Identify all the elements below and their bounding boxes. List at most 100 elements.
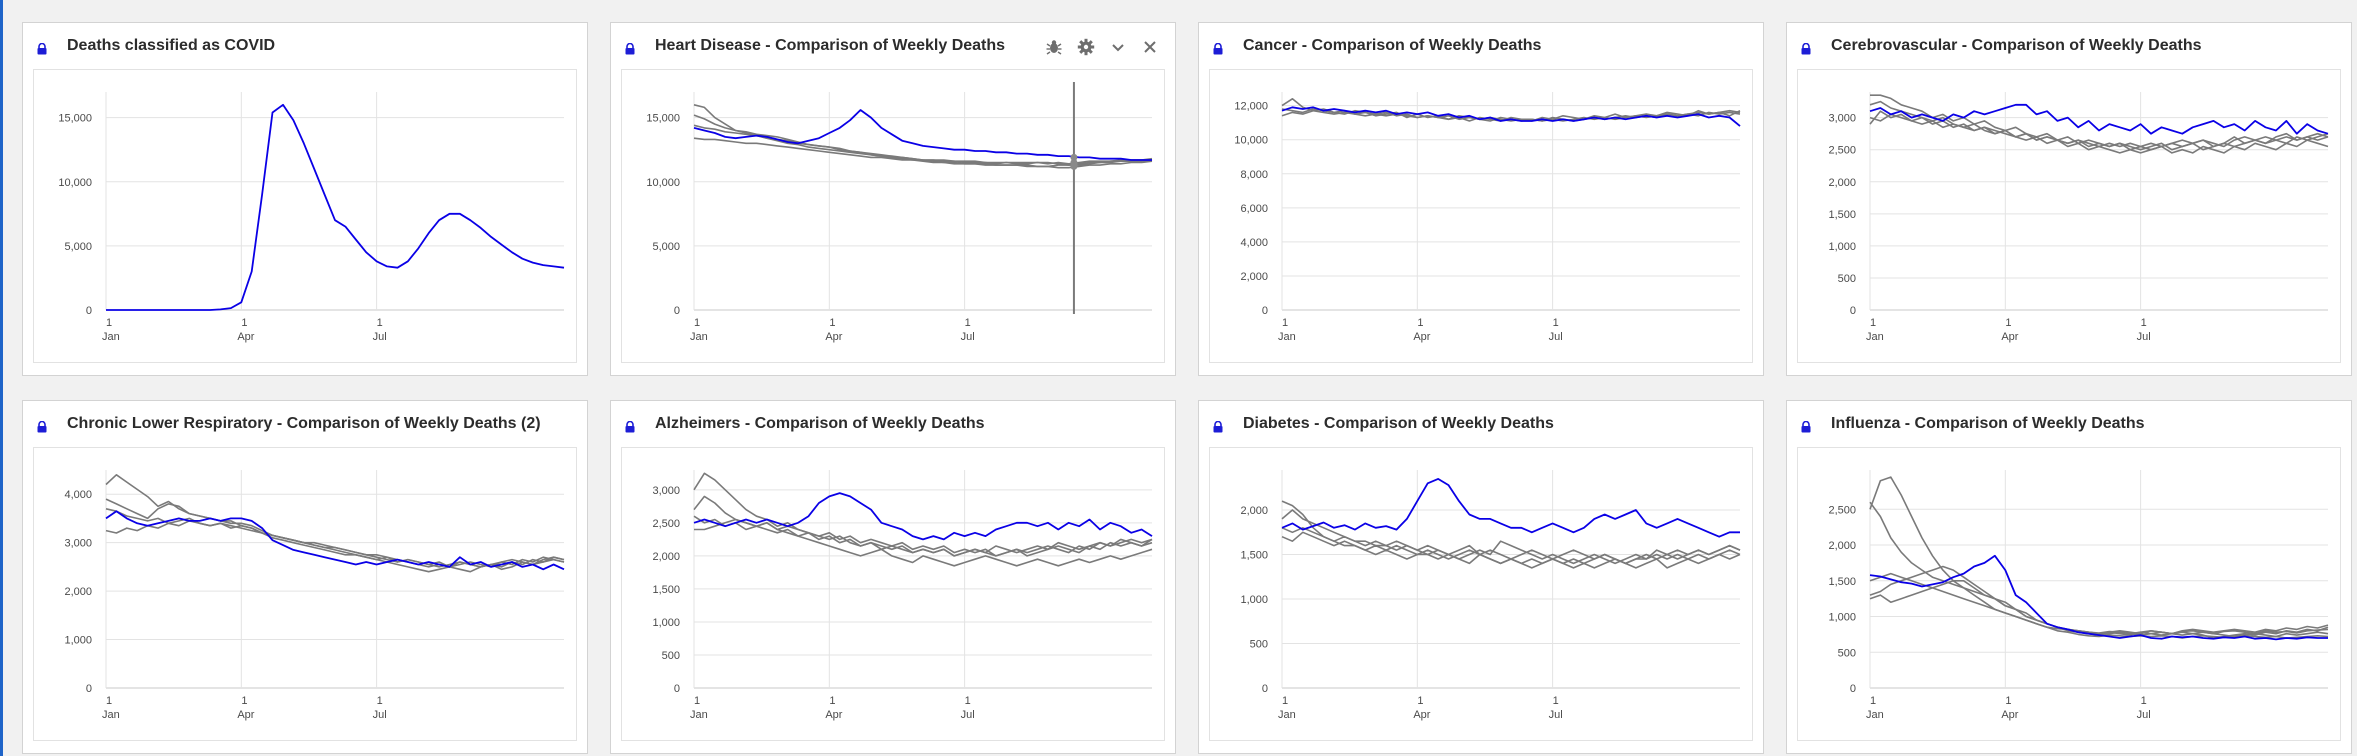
x-tick-day: 1	[241, 317, 247, 329]
bug-icon[interactable]	[1041, 34, 1067, 60]
panel-header: Alzheimers - Comparison of Weekly Deaths	[611, 401, 1175, 449]
chart-area[interactable]: 0 500 1,000 1,500 2,000 2,500 1 Jan 1 Apr 1 Jul	[1797, 447, 2341, 741]
lock-icon	[37, 420, 47, 433]
x-tick-month: Jul	[373, 709, 387, 721]
series-line-comparison[interactable]	[1281, 527, 1741, 565]
chart-panel[interactable]: Heart Disease - Comparison of Weekly Dea…	[610, 22, 1176, 376]
series-line-current[interactable]	[1281, 477, 1740, 538]
x-tick-day: 1	[1553, 317, 1559, 329]
y-tick-label: 15,000	[58, 113, 92, 125]
series-line-comparison[interactable]	[105, 508, 565, 568]
y-tick-label: 2,500	[1828, 145, 1856, 157]
y-tick-label: 3,000	[1828, 113, 1856, 125]
panel-title: Alzheimers - Comparison of Weekly Deaths	[655, 415, 985, 432]
lock-icon	[625, 420, 635, 433]
series-line-comparison[interactable]	[1869, 572, 2329, 639]
series-line-comparison[interactable]	[1869, 110, 2329, 151]
panel-header: Deaths classified as COVID	[23, 23, 587, 71]
panel-title: Cerebrovascular - Comparison of Weekly D…	[1831, 37, 2202, 54]
x-tick-day: 1	[1417, 317, 1423, 329]
y-tick-label: 0	[1850, 305, 1856, 317]
x-tick-day: 1	[694, 317, 700, 329]
chart-area[interactable]: 0 500 1,000 1,500 2,000 2,500 3,000 1 Jan 1 Apr 1 Ju…	[1797, 69, 2341, 363]
y-tick-label: 500	[1838, 647, 1856, 659]
series-line-comparison[interactable]	[693, 114, 1153, 165]
chart-area[interactable]: 0 2,000 4,000 6,000 8,000 10,000 12,000 1 Jan 1 Ap…	[1209, 69, 1753, 363]
line-chart: 0 500 1,000 1,500 2,000 2,500 3,000 1 Jan 1 Apr 1 Ju…	[1828, 92, 2329, 343]
x-tick-month: Jan	[690, 709, 708, 721]
chart-area[interactable]: 0 500 1,000 1,500 2,000 2,500 3,000 1 Jan 1 Apr 1 Ju…	[621, 447, 1165, 741]
chart-panel[interactable]: Cancer - Comparison of Weekly Deaths 0 2,0…	[1198, 22, 1764, 376]
chart-area[interactable]: 0 1,000 2,000 3,000 4,000 1 Jan 1 Apr 1 Jul	[33, 447, 577, 741]
series-line-current[interactable]	[105, 510, 565, 571]
y-tick-label: 2,500	[652, 518, 680, 530]
line-chart: 0 2,000 4,000 6,000 8,000 10,000 12,000 1 Jan 1 Ap…	[1234, 92, 1741, 343]
y-tick-label: 1,000	[64, 635, 92, 647]
y-tick-label: 1,500	[652, 584, 680, 596]
x-tick-month: Jul	[1549, 709, 1563, 721]
chart-panel[interactable]: Chronic Lower Respiratory - Comparison o…	[22, 400, 588, 754]
chart-area[interactable]: 0 5,000 10,000 15,000 1 Jan 1 Apr 1 Jul	[33, 69, 577, 363]
series-line-comparison[interactable]	[694, 518, 1153, 557]
y-tick-label: 4,000	[64, 489, 92, 501]
series-line-comparison[interactable]	[105, 520, 565, 571]
x-tick-month: Jul	[961, 331, 975, 343]
gear-icon[interactable]	[1073, 34, 1099, 60]
lock-icon	[625, 42, 635, 55]
lock-icon	[1801, 42, 1811, 55]
chart-panel[interactable]: Diabetes - Comparison of Weekly Deaths 0 5…	[1198, 400, 1764, 754]
series-line-current[interactable]	[106, 103, 565, 311]
series-line-comparison[interactable]	[1281, 509, 1741, 565]
y-tick-label: 500	[1250, 639, 1268, 651]
x-tick-month: Jan	[1866, 709, 1884, 721]
series-line-comparison[interactable]	[105, 473, 565, 573]
y-tick-label: 3,000	[64, 538, 92, 550]
y-tick-label: 10,000	[58, 177, 92, 189]
y-tick-label: 0	[86, 305, 92, 317]
chart-area[interactable]: 0 5,000 10,000 15,000 1 Jan 1 Apr 1 Jul	[621, 69, 1165, 363]
line-chart: 0 500 1,000 1,500 2,000 2,500 3,000 1 Jan 1 Apr 1 Ju…	[652, 470, 1153, 721]
y-tick-label: 1,500	[1828, 209, 1856, 221]
series-line-current[interactable]	[1869, 103, 2329, 135]
x-tick-day: 1	[829, 695, 835, 707]
x-tick-month: Apr	[237, 709, 254, 721]
x-tick-month: Jul	[2137, 709, 2151, 721]
x-tick-day: 1	[1870, 317, 1876, 329]
x-tick-day: 1	[829, 317, 835, 329]
y-tick-label: 3,000	[652, 485, 680, 497]
panel-header: Cerebrovascular - Comparison of Weekly D…	[1787, 23, 2351, 71]
series-line-current[interactable]	[1281, 106, 1741, 127]
lock-icon	[1213, 42, 1223, 55]
series-line-current[interactable]	[693, 492, 1153, 541]
series-line-current[interactable]	[1869, 554, 2328, 641]
chart-panel[interactable]: Deaths classified as COVID 0 5,000 10,000 15…	[22, 22, 588, 376]
x-tick-month: Apr	[2001, 709, 2018, 721]
series-line-comparison[interactable]	[1281, 97, 1741, 122]
x-tick-day: 1	[106, 695, 112, 707]
x-tick-month: Jan	[1278, 331, 1296, 343]
hover-point	[1070, 153, 1078, 161]
panel-title: Diabetes - Comparison of Weekly Deaths	[1243, 415, 1554, 432]
lock-icon	[1213, 420, 1223, 433]
chevron-down-icon[interactable]	[1105, 34, 1131, 60]
series-line-comparison[interactable]	[693, 472, 1153, 557]
chart-panel[interactable]: Influenza - Comparison of Weekly Deaths 0…	[1786, 400, 2352, 754]
series-line-comparison[interactable]	[105, 498, 565, 568]
chart-panel[interactable]: Alzheimers - Comparison of Weekly Deaths…	[610, 400, 1176, 754]
y-tick-label: 1,500	[1828, 576, 1856, 588]
x-tick-day: 1	[965, 317, 971, 329]
lock-icon	[1801, 420, 1811, 433]
x-tick-day: 1	[2005, 695, 2011, 707]
x-tick-month: Apr	[825, 709, 842, 721]
chart-area[interactable]: 0 500 1,000 1,500 2,000 1 Jan 1 Apr 1 Jul	[1209, 447, 1753, 741]
series-line-comparison[interactable]	[1869, 476, 2329, 639]
series-line-comparison[interactable]	[1281, 531, 1741, 569]
series-line-comparison[interactable]	[1869, 565, 2329, 638]
series-line-comparison[interactable]	[1869, 100, 2329, 154]
panel-header: Influenza - Comparison of Weekly Deaths	[1787, 401, 2351, 449]
close-icon[interactable]	[1137, 34, 1163, 60]
panel-header: Heart Disease - Comparison of Weekly Dea…	[611, 23, 1175, 71]
series-line-comparison[interactable]	[1869, 580, 2329, 635]
series-line-comparison[interactable]	[1869, 113, 2329, 151]
chart-panel[interactable]: Cerebrovascular - Comparison of Weekly D…	[1786, 22, 2352, 376]
